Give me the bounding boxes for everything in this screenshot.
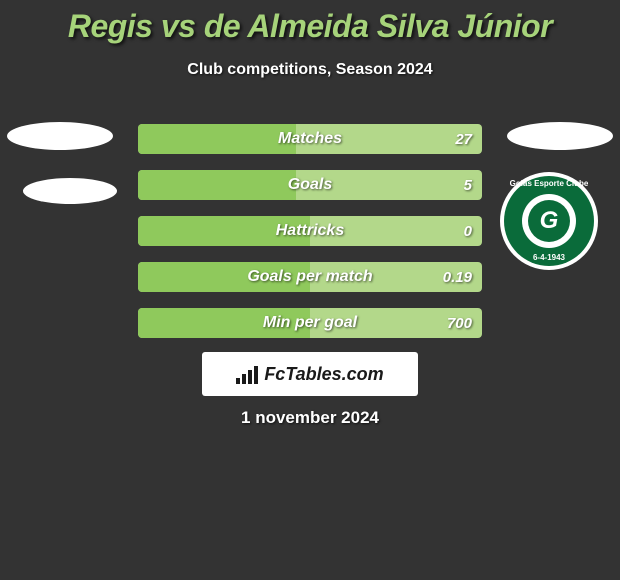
stat-bar-fill (138, 124, 296, 154)
club-initial: G (528, 200, 570, 242)
brand-logo: FcTables.com (202, 352, 418, 396)
stat-bar: Min per goal700 (138, 308, 482, 338)
stat-bar-fill (138, 262, 310, 292)
stat-value: 700 (447, 308, 472, 338)
stat-bar-fill (138, 216, 310, 246)
comparison-title: Regis vs de Almeida Silva Júnior (0, 0, 620, 45)
stat-bar-fill (138, 170, 296, 200)
comparison-subtitle: Club competitions, Season 2024 (0, 61, 620, 79)
player-avatar-left-1 (7, 122, 113, 150)
stat-bar: Hattricks0 (138, 216, 482, 246)
chart-icon (236, 364, 258, 384)
snapshot-date: 1 november 2024 (0, 408, 620, 428)
club-name-text: Goiás Esporte Clube (504, 179, 594, 188)
stats-bars: Matches27 Goals5 Hattricks0 Goals per match… (138, 124, 482, 354)
brand-text: FcTables.com (264, 364, 383, 385)
stat-bar: Goals5 (138, 170, 482, 200)
club-founded-text: 6-4-1943 (504, 253, 594, 262)
stat-value: 0.19 (443, 262, 472, 292)
stat-bar: Goals per match0.19 (138, 262, 482, 292)
player-avatar-left-2 (23, 178, 117, 204)
stat-value: 5 (464, 170, 472, 200)
club-logo: Goiás Esporte Clube G 6-4-1943 (500, 172, 598, 270)
stat-value: 0 (464, 216, 472, 246)
player-avatar-right-1 (507, 122, 613, 150)
stat-bar-fill (138, 308, 310, 338)
stat-value: 27 (455, 124, 472, 154)
stat-bar: Matches27 (138, 124, 482, 154)
